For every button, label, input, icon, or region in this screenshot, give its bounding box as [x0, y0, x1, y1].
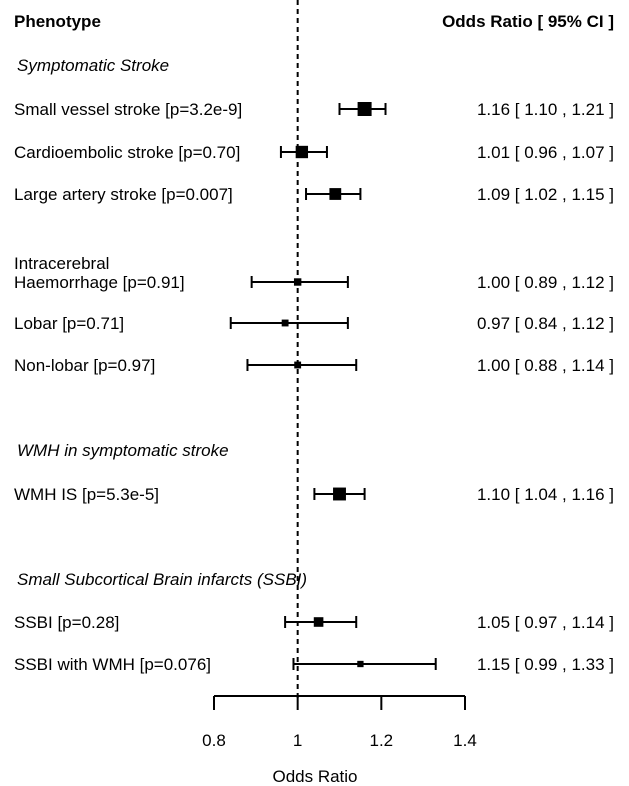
row-label: Large artery stroke [p=0.007] — [14, 185, 233, 204]
ci-text: 1.09 [ 1.02 , 1.15 ] — [477, 185, 614, 204]
point-estimate — [329, 188, 342, 200]
group-heading: Symptomatic Stroke — [17, 56, 169, 75]
row-label-line: Haemorrhage [p=0.91] — [14, 273, 185, 292]
ci-text: 1.00 [ 0.88 , 1.14 ] — [477, 356, 614, 375]
ci-text: 1.01 [ 0.96 , 1.07 ] — [477, 143, 614, 162]
x-axis-label: Odds Ratio — [272, 767, 357, 786]
point-estimate — [295, 145, 309, 159]
ci-text: 1.15 [ 0.99 , 1.33 ] — [477, 655, 614, 674]
ci-text: 1.10 [ 1.04 , 1.16 ] — [477, 485, 614, 504]
point-estimate — [357, 660, 364, 668]
ci-text: 1.05 [ 0.97 , 1.14 ] — [477, 613, 614, 632]
ci-text: 1.00 [ 0.89 , 1.12 ] — [477, 273, 614, 292]
point-estimate — [357, 102, 372, 116]
row-label: Non-lobar [p=0.97] — [14, 356, 155, 375]
x-tick-label: 0.8 — [202, 731, 226, 750]
ci-text: 0.97 [ 0.84 , 1.12 ] — [477, 314, 614, 333]
point-estimate — [313, 617, 324, 627]
point-estimate — [333, 487, 346, 501]
ci-text: 1.16 [ 1.10 , 1.21 ] — [477, 100, 614, 119]
row-label-line: Intracerebral — [14, 254, 109, 273]
x-tick-label: 1.4 — [453, 731, 477, 750]
group-heading: Small Subcortical Brain infarcts (SSBI) — [17, 570, 307, 589]
row-label: Lobar [p=0.71] — [14, 314, 124, 333]
row-label: SSBI with WMH [p=0.076] — [14, 655, 211, 674]
forest-rows: Symptomatic Stroke Small vessel stroke [p… — [14, 0, 614, 700]
point-estimate — [293, 278, 302, 286]
row-label: Cardioembolic stroke [p=0.70] — [14, 143, 240, 162]
point-estimate — [294, 361, 302, 369]
point-estimate — [281, 319, 289, 327]
header-odds-ratio-ci: Odds Ratio [ 95% CI ] — [442, 12, 614, 31]
row-label: WMH IS [p=5.3e-5] — [14, 485, 159, 504]
x-tick-label: 1.2 — [370, 731, 394, 750]
row-label: Small vessel stroke [p=3.2e-9] — [14, 100, 242, 119]
group-heading: WMH in symptomatic stroke — [17, 441, 229, 460]
header-phenotype: Phenotype — [14, 12, 101, 31]
row-label: SSBI [p=0.28] — [14, 613, 119, 632]
x-tick-label: 1 — [293, 731, 302, 750]
x-axis: 0.8 1 1.2 1.4 — [202, 695, 477, 750]
